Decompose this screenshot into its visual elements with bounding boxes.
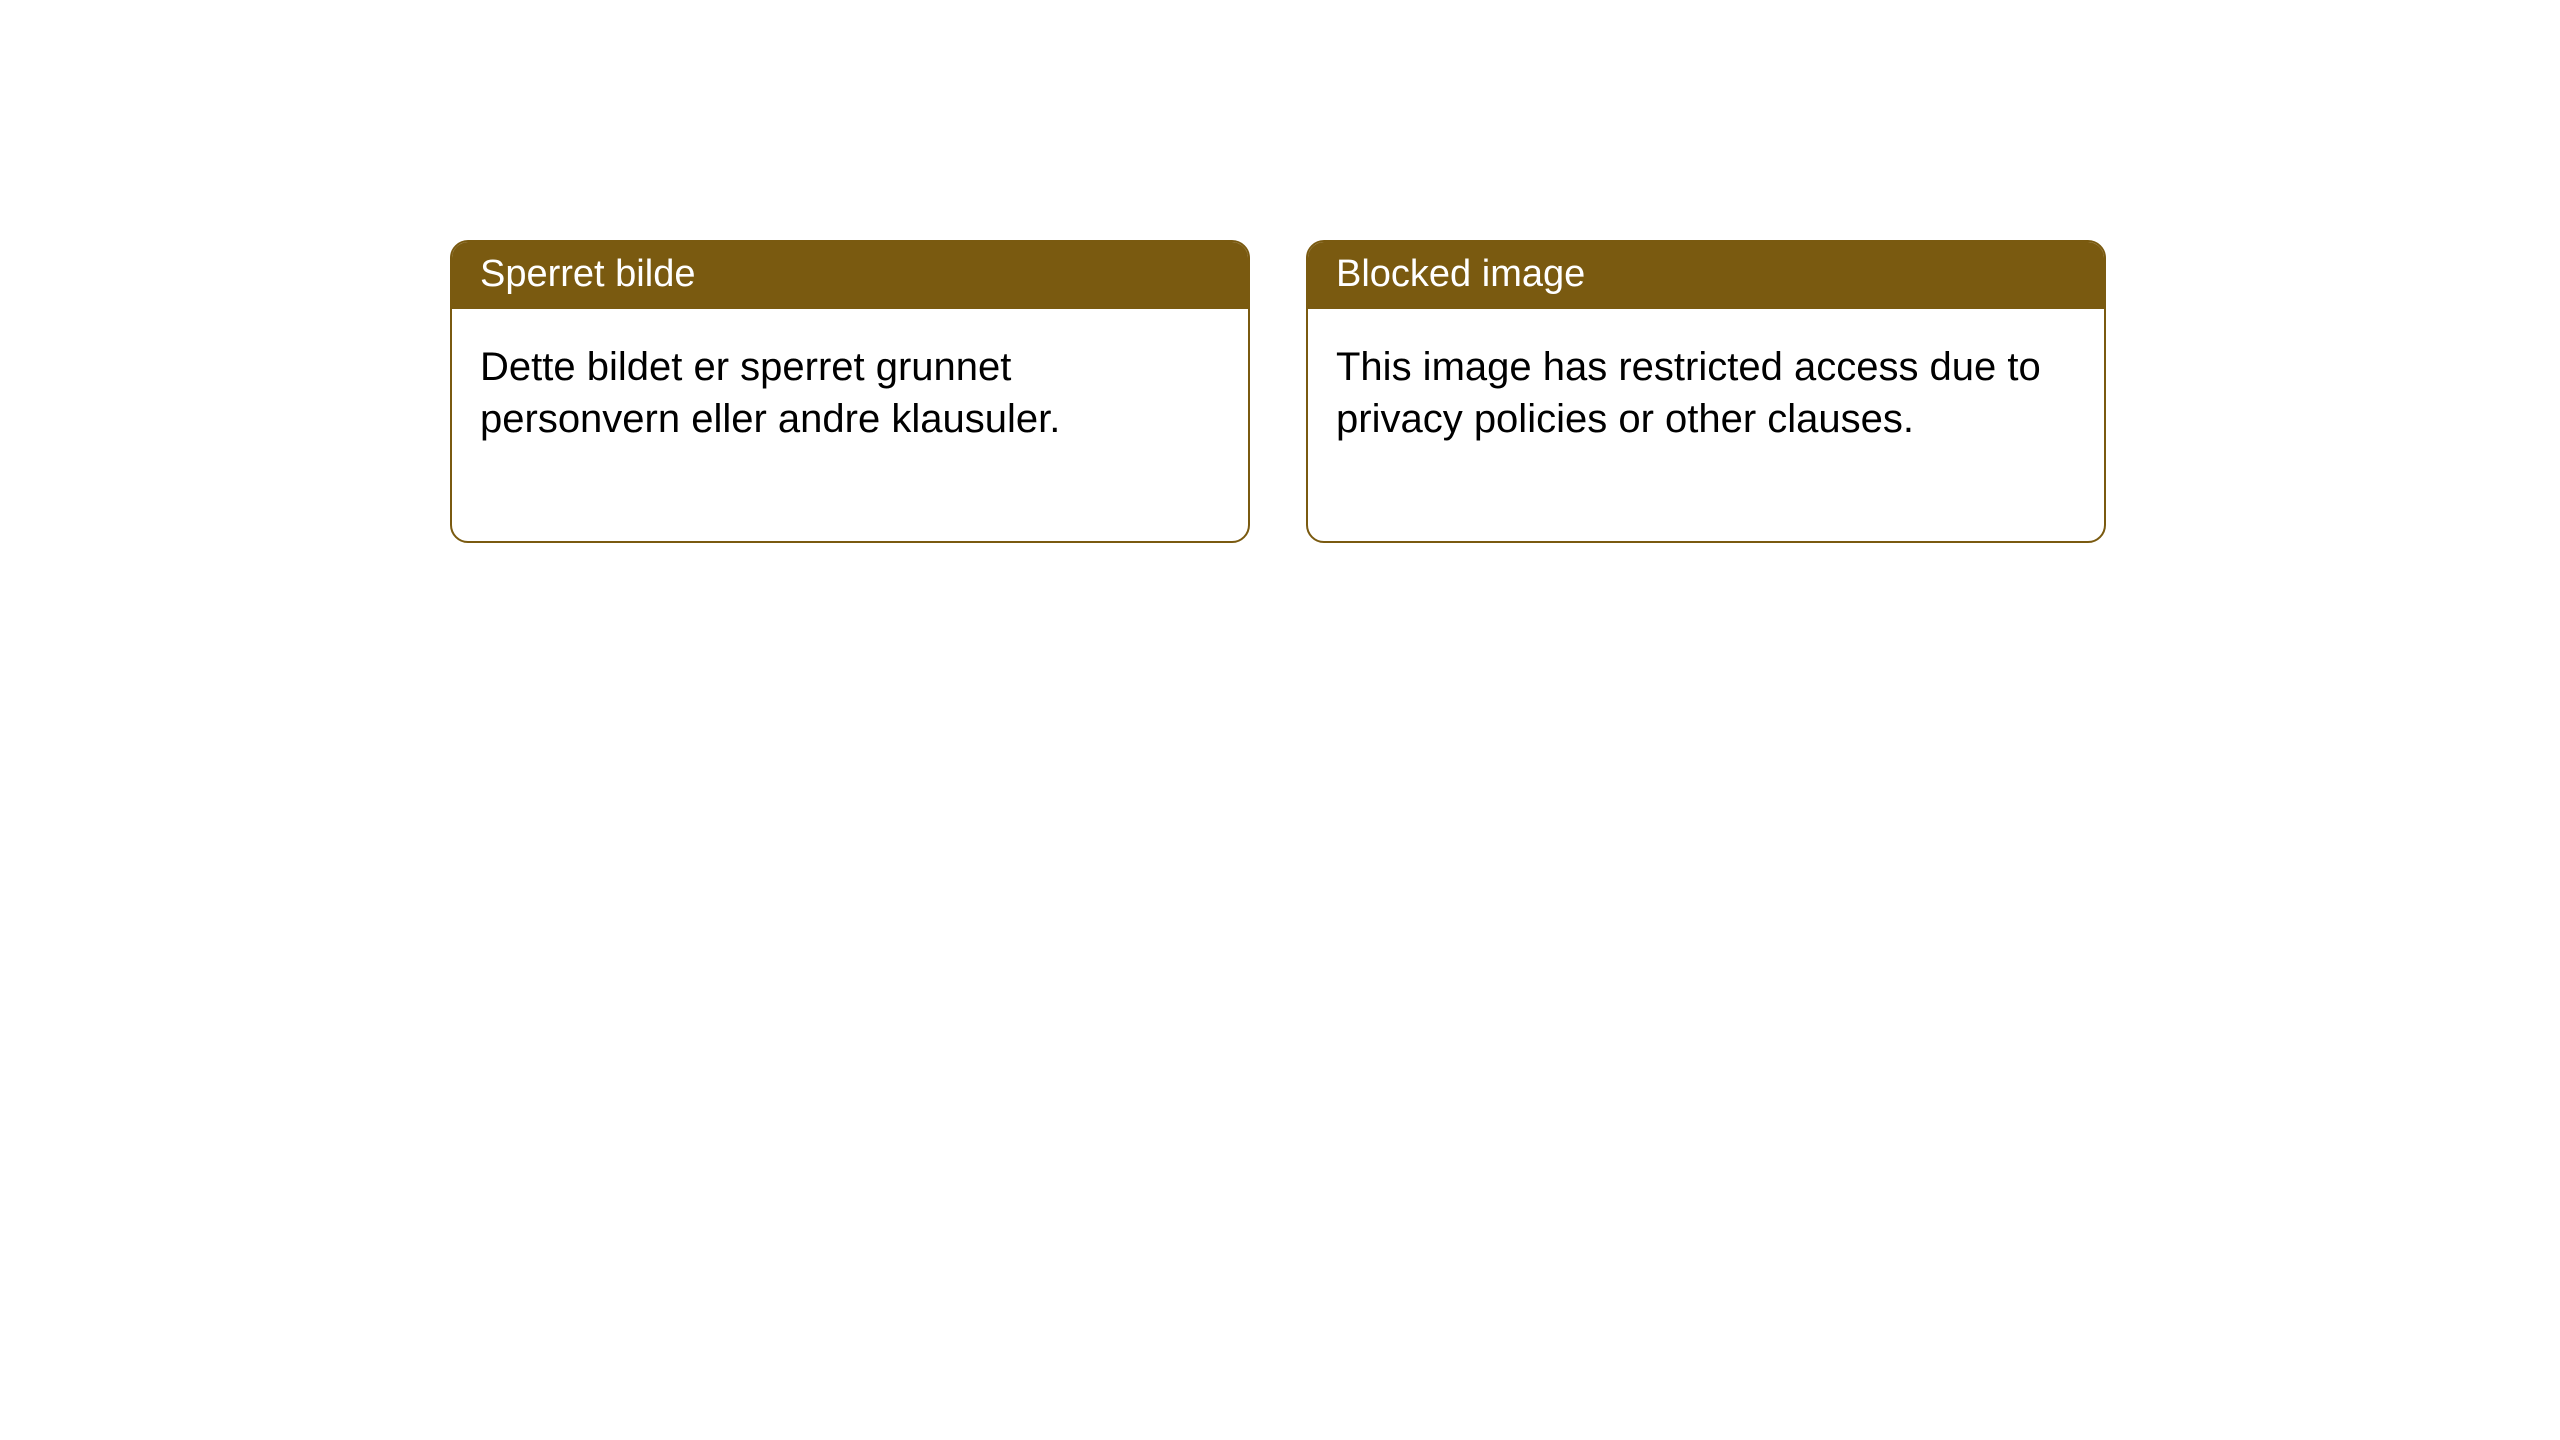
- card-body-english: This image has restricted access due to …: [1308, 309, 2104, 541]
- card-header-english: Blocked image: [1308, 242, 2104, 309]
- card-header-norwegian: Sperret bilde: [452, 242, 1248, 309]
- card-body-norwegian: Dette bildet er sperret grunnet personve…: [452, 309, 1248, 541]
- notice-card-norwegian: Sperret bilde Dette bildet er sperret gr…: [450, 240, 1250, 543]
- notice-container: Sperret bilde Dette bildet er sperret gr…: [450, 240, 2106, 543]
- notice-card-english: Blocked image This image has restricted …: [1306, 240, 2106, 543]
